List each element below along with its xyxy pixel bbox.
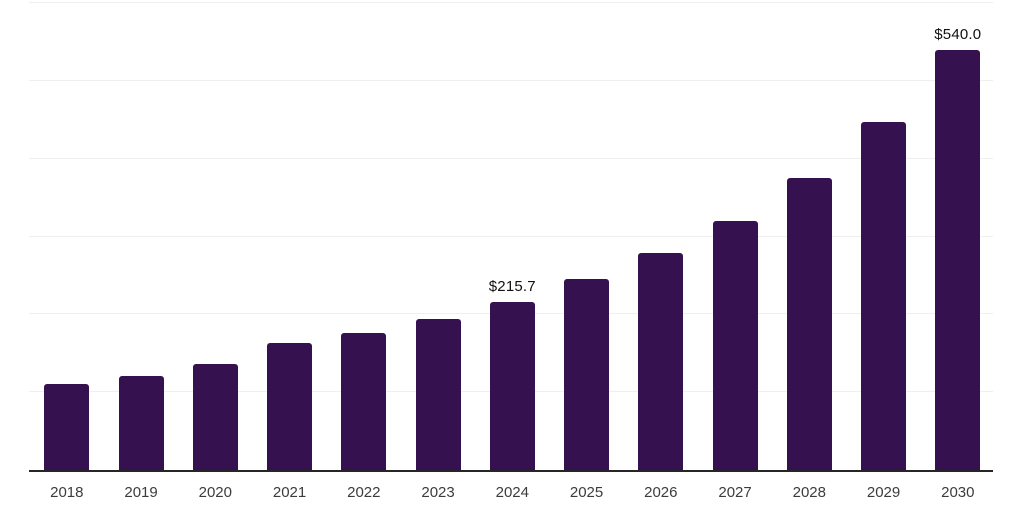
bar-2020 (192, 364, 238, 470)
bar-2028 (786, 177, 832, 470)
data-label-2030: $540.0 (934, 25, 982, 43)
gridline-400 (29, 157, 993, 159)
bar-2018 (44, 384, 90, 470)
bar-2023 (415, 319, 461, 470)
x-tick-2021: 2021 (272, 484, 307, 501)
gridline-500 (29, 79, 993, 81)
bar-2029 (861, 121, 907, 470)
x-tick-2018: 2018 (50, 484, 84, 501)
gridline-600 (29, 2, 993, 3)
x-tick-2025: 2025 (569, 484, 604, 501)
bar-2026 (638, 252, 684, 470)
gridline-300 (29, 235, 993, 237)
bar-2025 (564, 279, 610, 470)
x-tick-2024: 2024 (495, 484, 529, 501)
x-tick-2020: 2020 (198, 484, 232, 501)
bar-2030 (935, 49, 981, 470)
plot-area: $215.7 $540.0 (29, 2, 993, 472)
x-tick-2023: 2023 (421, 484, 455, 501)
x-tick-2022: 2022 (347, 484, 381, 501)
bar-2024 (489, 302, 535, 470)
bar-2021 (267, 343, 313, 470)
x-tick-2019: 2019 (124, 484, 158, 501)
x-tick-2027: 2027 (718, 484, 752, 501)
data-label-2024: $215.7 (488, 278, 536, 296)
x-tick-2028: 2028 (792, 484, 826, 501)
bar-2027 (712, 220, 758, 470)
bar-2022 (341, 332, 387, 470)
x-tick-2030: 2030 (941, 484, 975, 501)
x-tick-2029: 2029 (866, 484, 901, 501)
bar-2019 (118, 375, 164, 470)
x-tick-2026: 2026 (644, 484, 678, 501)
x-axis-tick-row: 2018 2019 2020 2021 2022 2023 2024 2025 2026 2027… (29, 484, 993, 504)
